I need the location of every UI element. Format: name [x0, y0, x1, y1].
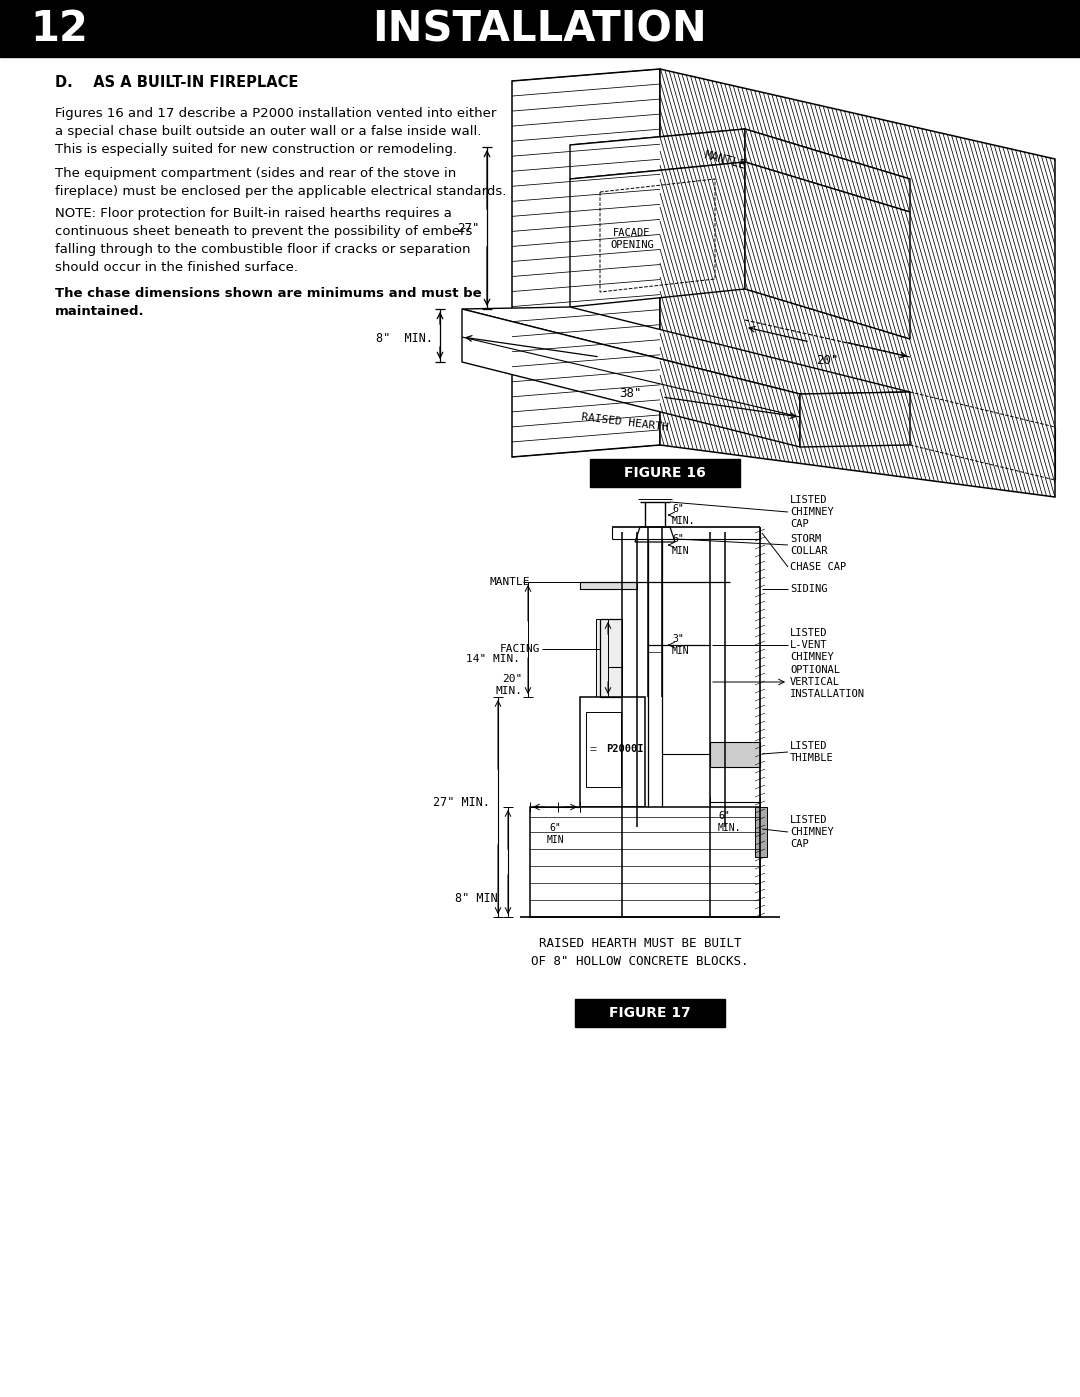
Polygon shape [570, 162, 745, 307]
Text: 38": 38" [619, 387, 642, 400]
Text: The chase dimensions shown are minimums and must be
maintained.: The chase dimensions shown are minimums … [55, 286, 482, 319]
Polygon shape [745, 162, 910, 339]
Text: STORM
COLLAR: STORM COLLAR [789, 534, 827, 556]
Text: 8" MIN: 8" MIN [456, 893, 498, 905]
Bar [586, 712, 621, 787]
Bar [590, 460, 740, 488]
Text: 6"
MIN: 6" MIN [672, 534, 690, 556]
Polygon shape [745, 129, 910, 212]
Bar [596, 619, 622, 697]
Text: LISTED
CHIMNEY
CAP: LISTED CHIMNEY CAP [789, 816, 834, 848]
Polygon shape [462, 307, 910, 394]
Text: 6"
MIN.: 6" MIN. [672, 504, 696, 525]
Text: 8"  MIN.: 8" MIN. [376, 332, 433, 345]
Bar [710, 742, 760, 767]
Text: 27" MIN.: 27" MIN. [433, 795, 490, 809]
Polygon shape [660, 68, 1055, 497]
Text: MANTLE: MANTLE [489, 577, 530, 587]
Text: LISTED
CHIMNEY
CAP: LISTED CHIMNEY CAP [789, 496, 834, 528]
Text: FACING: FACING [499, 644, 540, 654]
Text: INSTALLATION: INSTALLATION [373, 8, 707, 50]
Polygon shape [800, 393, 910, 447]
Text: 12: 12 [30, 8, 87, 50]
Text: D.    AS A BUILT-IN FIREPLACE: D. AS A BUILT-IN FIREPLACE [55, 75, 298, 89]
Text: RAISED HEARTH MUST BE BUILT
OF 8" HOLLOW CONCRETE BLOCKS.: RAISED HEARTH MUST BE BUILT OF 8" HOLLOW… [531, 937, 748, 968]
Bar [580, 697, 645, 807]
Polygon shape [570, 129, 910, 196]
Text: FACADE
OPENING: FACADE OPENING [610, 228, 653, 250]
Polygon shape [570, 129, 745, 179]
Text: 20": 20" [815, 353, 838, 367]
Text: 20"
MIN.: 20" MIN. [495, 675, 522, 696]
Text: LISTED
L-VENT
CHIMNEY: LISTED L-VENT CHIMNEY [789, 629, 834, 662]
Text: 6"
MIN.: 6" MIN. [718, 812, 742, 833]
Bar [530, 807, 760, 916]
Text: NOTE: Floor protection for Built-in raised hearths requires a
continuous sheet b: NOTE: Floor protection for Built-in rais… [55, 207, 472, 274]
Text: 6"
MIN: 6" MIN [546, 823, 564, 845]
Text: FIGURE 16: FIGURE 16 [624, 467, 706, 481]
Text: LISTED
THIMBLE: LISTED THIMBLE [789, 742, 834, 763]
Bar [755, 807, 767, 856]
Polygon shape [512, 68, 660, 457]
Text: P2000I: P2000I [606, 745, 644, 754]
Text: FIGURE 17: FIGURE 17 [609, 1006, 691, 1020]
Bar [575, 999, 725, 1027]
Polygon shape [635, 527, 675, 542]
Text: OPTIONAL
VERTICAL
INSTALLATION: OPTIONAL VERTICAL INSTALLATION [789, 665, 865, 698]
Text: The equipment compartment (sides and rear of the stove in
fireplace) must be enc: The equipment compartment (sides and rea… [55, 168, 507, 198]
Text: SIDING: SIDING [789, 584, 827, 594]
Bar [580, 583, 637, 590]
Text: RAISED HEARTH: RAISED HEARTH [581, 412, 670, 432]
Text: MANTLE: MANTLE [703, 148, 747, 172]
Bar [0, 0, 1080, 57]
Polygon shape [462, 309, 800, 447]
Text: Figures 16 and 17 describe a P2000 installation vented into either
a special cha: Figures 16 and 17 describe a P2000 insta… [55, 108, 497, 156]
Text: 3"
MIN: 3" MIN [672, 634, 690, 655]
Text: 27": 27" [458, 222, 480, 236]
Text: CHASE CAP: CHASE CAP [789, 562, 847, 571]
Text: 14" MIN.: 14" MIN. [465, 654, 519, 664]
